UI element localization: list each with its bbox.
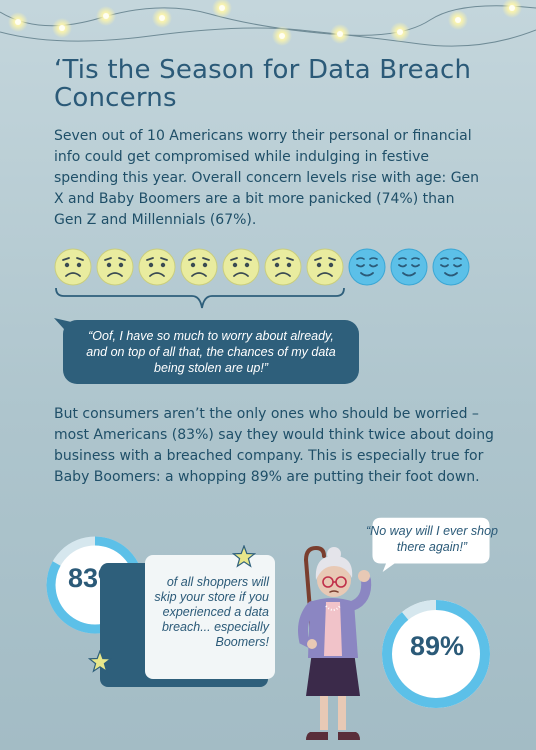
calm-face-icon bbox=[348, 248, 386, 286]
stat-89-ring bbox=[382, 600, 490, 708]
stat-83-caption: of all shoppers will skip your store if … bbox=[154, 575, 269, 649]
worried-face-icon bbox=[222, 248, 260, 286]
breach-paragraph: But consumers aren’t the only ones who s… bbox=[54, 406, 494, 485]
calm-face-icon bbox=[390, 248, 428, 286]
faces-row bbox=[54, 248, 470, 286]
star-icon bbox=[232, 545, 256, 568]
worried-face-icon bbox=[54, 248, 92, 286]
star-icon bbox=[88, 650, 112, 673]
caption-card bbox=[145, 555, 275, 679]
worried-face-icon bbox=[306, 248, 344, 286]
shopper-quote-bubble: “Oof, I have so much to worry about alre… bbox=[63, 320, 359, 384]
stat-89-value: 89% bbox=[409, 631, 465, 661]
worried-face-icon bbox=[180, 248, 218, 286]
intro-paragraph: Seven out of 10 Americans worry their pe… bbox=[54, 128, 480, 228]
worried-face-icon bbox=[264, 248, 302, 286]
boomer-quote-text: “No way will I ever shop there again!” bbox=[366, 524, 498, 554]
shopper-quote-text: “Oof, I have so much to worry about alre… bbox=[86, 329, 336, 375]
grandma-illustration bbox=[298, 545, 372, 740]
worried-face-icon bbox=[96, 248, 134, 286]
brace-decoration bbox=[55, 287, 345, 309]
worried-face-icon bbox=[138, 248, 176, 286]
string-lights-decoration bbox=[0, 0, 536, 47]
calm-face-icon bbox=[432, 248, 470, 286]
page-title: ‘Tis the Season for Data Breach Concerns bbox=[54, 55, 472, 113]
boomer-quote-bubble bbox=[372, 517, 490, 572]
